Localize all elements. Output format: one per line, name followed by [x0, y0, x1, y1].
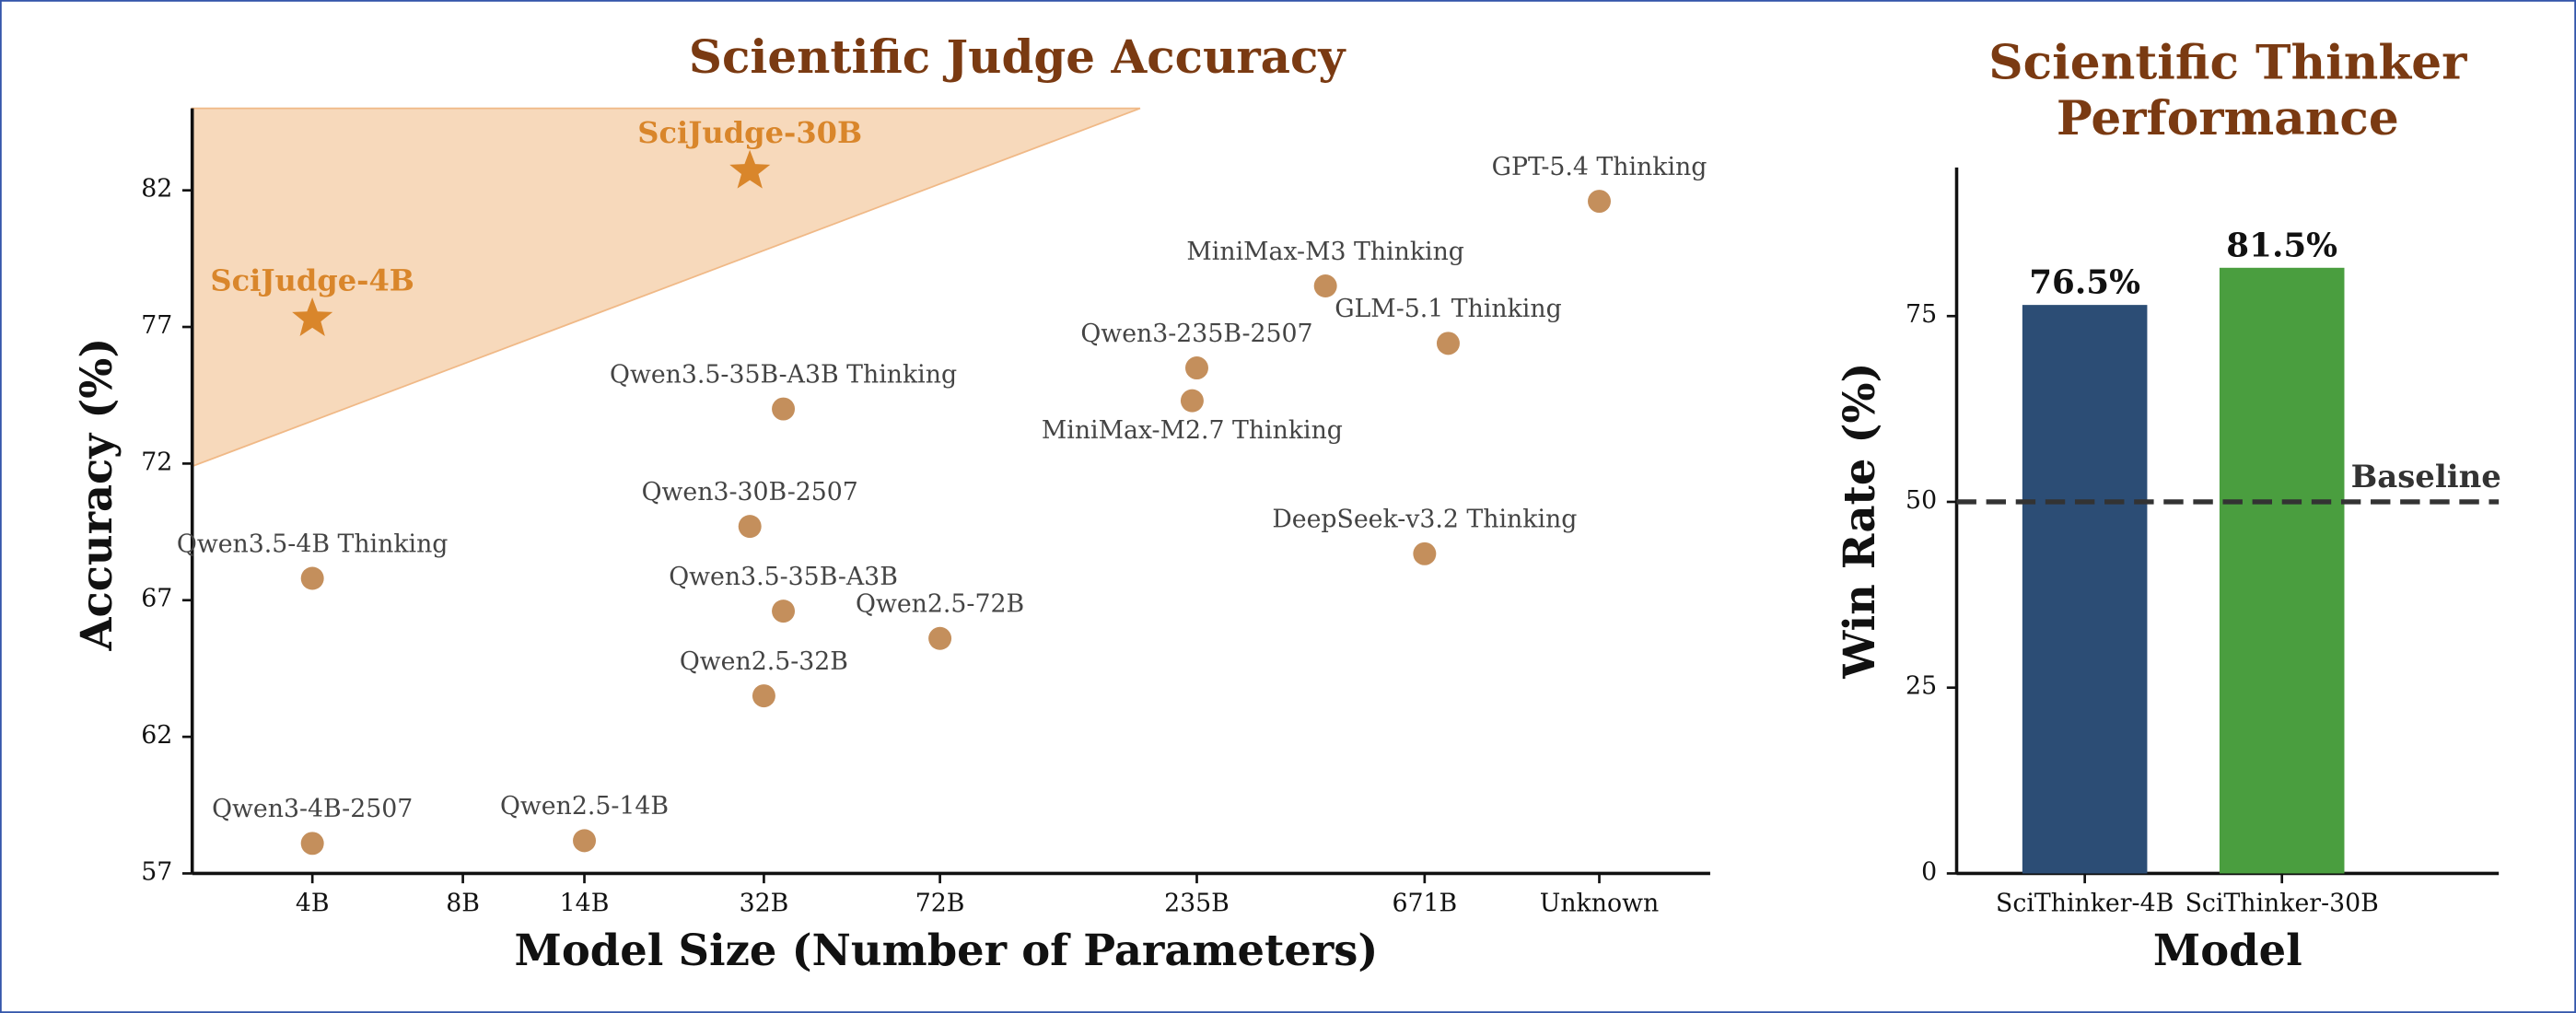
point-label: GLM-5.1 Thinking	[1335, 295, 1562, 323]
point	[300, 566, 324, 590]
chart-title: Scientific Judge Accuracy	[689, 29, 1347, 84]
point-label: Qwen3.5-35B-A3B Thinking	[610, 360, 957, 389]
point-label: Qwen2.5-72B	[856, 590, 1024, 619]
y-tick-label: 67	[141, 585, 172, 613]
point-label: SciJudge-4B	[210, 262, 414, 297]
star-point	[292, 297, 333, 336]
point-label: Qwen3-30B-2507	[642, 478, 858, 506]
y-tick-label: 72	[141, 448, 172, 476]
x-tick-label: Unknown	[1540, 889, 1659, 917]
y-tick-label: 82	[141, 175, 172, 204]
value-label: 76.5%	[2029, 264, 2140, 302]
bar	[2022, 305, 2148, 874]
point-label: GPT-5.4 Thinking	[1492, 153, 1708, 181]
point-label: MiniMax-M3 Thinking	[1186, 238, 1464, 266]
point	[1588, 190, 1611, 214]
point	[573, 829, 597, 853]
x-tick-label: 14B	[560, 889, 610, 917]
value-label: 81.5%	[2226, 227, 2337, 264]
y-tick-label: 50	[1906, 486, 1937, 515]
point-label: Qwen3-235B-2507	[1080, 320, 1312, 348]
point	[928, 626, 952, 650]
y-tick-label: 57	[141, 857, 172, 886]
point-label: Qwen3.5-4B Thinking	[177, 530, 449, 558]
point	[752, 684, 775, 708]
x-axis-label: Model Size (Number of Parameters)	[515, 925, 1379, 975]
point-label: Qwen3.5-35B-A3B	[669, 563, 898, 591]
x-tick-label: 32B	[740, 889, 789, 917]
star-point	[729, 149, 771, 189]
y-tick-label: 62	[141, 721, 172, 750]
point-label: DeepSeek-v3.2 Thinking	[1272, 506, 1577, 534]
y-tick-label: 0	[1921, 857, 1937, 886]
y-tick-label: 75	[1906, 300, 1937, 329]
baseline-label: Baseline	[2351, 458, 2501, 495]
point-label: Qwen2.5-14B	[500, 792, 669, 821]
x-tick-label: 671B	[1392, 889, 1457, 917]
point	[1180, 389, 1204, 413]
point	[1313, 274, 1337, 298]
x-tick-label: SciThinker-4B	[1996, 889, 2174, 917]
chart-title: Scientific Thinker Performance	[1988, 34, 2467, 146]
x-tick-label: 235B	[1164, 889, 1230, 917]
x-axis-label: Model	[2153, 925, 2302, 975]
point	[1185, 356, 1208, 380]
x-tick-label: 4B	[296, 889, 330, 917]
point-label: Qwen3-4B-2507	[212, 795, 413, 823]
point	[772, 397, 796, 421]
point	[738, 515, 762, 539]
point-label: Qwen2.5-32B	[680, 647, 848, 676]
x-tick-label: SciThinker-30B	[2186, 889, 2379, 917]
x-tick-label: 72B	[915, 889, 965, 917]
y-tick-label: 25	[1906, 672, 1937, 701]
point-label: SciJudge-30B	[637, 115, 862, 150]
point	[772, 600, 796, 623]
x-tick-label: 8B	[446, 889, 480, 917]
bar	[2219, 267, 2345, 874]
y-axis-label: Win Rate (%)	[1834, 363, 1884, 680]
y-tick-label: 77	[141, 311, 172, 340]
point	[300, 832, 324, 856]
point-label: MiniMax-M2.7 Thinking	[1042, 416, 1343, 445]
y-axis-label: Accuracy (%)	[71, 338, 122, 652]
point	[1436, 332, 1460, 355]
point	[1413, 541, 1437, 565]
